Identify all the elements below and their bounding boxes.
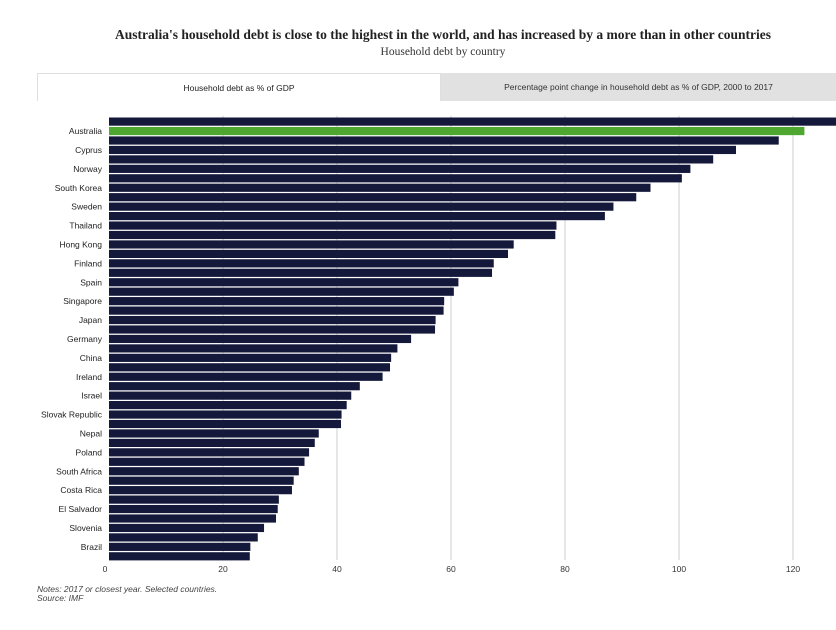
x-tick-label: 100 [672, 564, 686, 574]
category-label: Slovenia [69, 523, 102, 533]
x-tick-label: 40 [332, 564, 342, 574]
bar[interactable] [109, 372, 383, 381]
category-label: Hong Kong [59, 239, 102, 249]
bar[interactable] [109, 344, 398, 353]
bar[interactable] [109, 391, 352, 400]
bar[interactable] [109, 221, 557, 230]
category-label: Israel [81, 391, 102, 401]
x-tick-label: 20 [218, 564, 228, 574]
bar[interactable] [109, 193, 637, 202]
category-label: Finland [74, 258, 102, 268]
category-label: Thailand [69, 221, 102, 231]
bar[interactable] [109, 552, 250, 561]
x-tick-label: 120 [786, 564, 800, 574]
notes-text: Notes: 2017 or closest year. Selected co… [37, 584, 218, 594]
bar[interactable] [109, 240, 514, 249]
bar[interactable] [109, 287, 454, 296]
bar[interactable] [109, 533, 258, 542]
category-label: Singapore [63, 296, 102, 306]
category-label: Norway [73, 164, 103, 174]
bars [109, 117, 836, 561]
x-axis-ticks: 0 20 40 60 80 100 120 [103, 564, 801, 574]
category-label: Brazil [81, 542, 102, 552]
bar[interactable] [109, 429, 319, 438]
bar[interactable] [109, 306, 444, 315]
bar[interactable] [109, 542, 251, 551]
bar[interactable] [109, 334, 412, 344]
category-label: Germany [67, 334, 103, 344]
bar[interactable] [109, 382, 360, 391]
bar[interactable] [109, 117, 836, 126]
category-label: Cyprus [75, 145, 102, 155]
bar[interactable] [109, 202, 614, 211]
x-tick-label: 60 [446, 564, 456, 574]
source-text: Source: IMF [37, 593, 84, 603]
chart-title: Australia's household debt is close to t… [115, 27, 771, 42]
bar[interactable] [109, 268, 493, 277]
category-label: Sweden [71, 202, 102, 212]
bar[interactable] [109, 353, 392, 362]
bar[interactable] [109, 504, 278, 514]
category-labels: Australia Cyprus Norway South Korea Sweden Th… [41, 126, 103, 552]
category-label: Nepal [80, 428, 102, 438]
bar[interactable] [109, 230, 556, 240]
tab-percentage-point-change[interactable]: Percentage point change in household deb… [441, 73, 836, 101]
category-label: Poland [76, 447, 103, 457]
bar[interactable] [109, 523, 265, 533]
category-label: South Africa [56, 466, 102, 476]
chart-notes: Notes: 2017 or closest year. Selected co… [37, 585, 217, 603]
category-label: Australia [69, 126, 102, 136]
bar[interactable] [109, 278, 459, 287]
bar[interactable] [109, 183, 651, 192]
bar[interactable] [109, 363, 391, 372]
category-label: China [80, 353, 102, 363]
bar[interactable] [109, 126, 805, 136]
chart-subtitle: Household debt by country [380, 46, 506, 58]
bar[interactable] [109, 212, 605, 221]
bar[interactable] [109, 486, 292, 495]
bar[interactable] [109, 145, 736, 155]
tab-household-debt[interactable]: Household debt as % of GDP [37, 73, 441, 101]
category-label: El Salvador [59, 504, 103, 514]
bar[interactable] [109, 448, 310, 457]
category-label: South Korea [55, 183, 103, 193]
bar[interactable] [109, 325, 436, 334]
category-label: Ireland [76, 372, 102, 382]
bar[interactable] [109, 174, 682, 183]
bar[interactable] [109, 410, 342, 419]
category-label: Costa Rica [60, 485, 102, 495]
category-label: Japan [79, 315, 102, 325]
bar[interactable] [109, 155, 714, 164]
bar[interactable] [109, 495, 279, 504]
bar[interactable] [109, 315, 436, 325]
x-tick-label: 0 [103, 564, 108, 574]
bar[interactable] [109, 136, 779, 145]
bar[interactable] [109, 297, 445, 306]
bar[interactable] [109, 164, 691, 173]
bar[interactable] [109, 249, 508, 258]
bar[interactable] [109, 259, 494, 268]
bar[interactable] [109, 467, 299, 476]
x-tick-label: 80 [560, 564, 570, 574]
bar[interactable] [109, 419, 341, 429]
category-label: Spain [80, 277, 102, 287]
bar[interactable] [109, 457, 305, 466]
bar[interactable] [109, 438, 315, 447]
bar[interactable] [109, 401, 347, 410]
bar[interactable] [109, 476, 294, 485]
category-label: Slovak Republic [41, 410, 103, 420]
bar[interactable] [109, 514, 277, 523]
